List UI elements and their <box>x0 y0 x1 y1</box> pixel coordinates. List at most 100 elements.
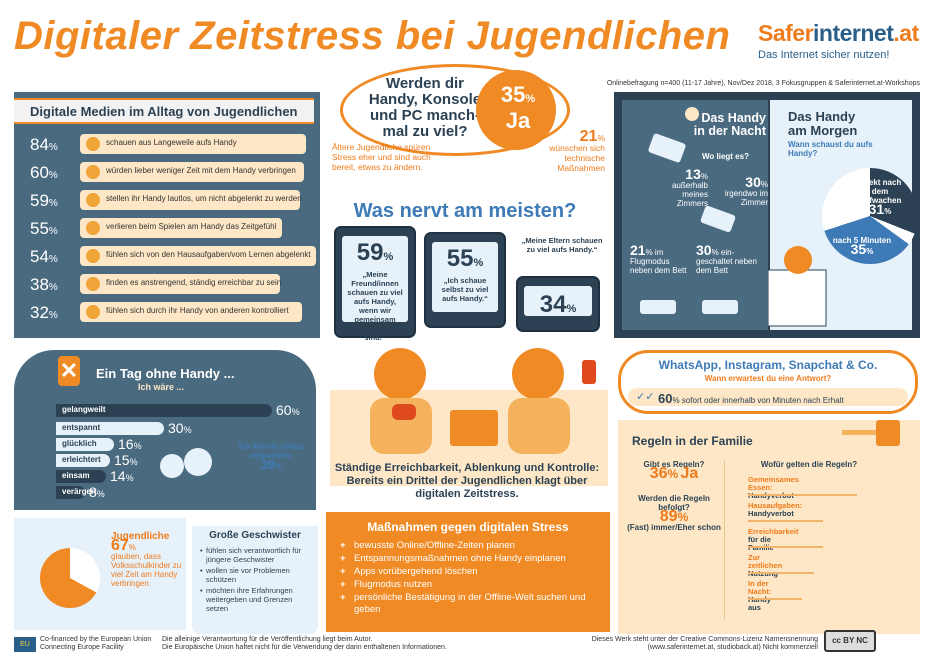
night-value: 13% außerhalb meines Zimmers <box>671 166 708 208</box>
phone-card: 59% „Meine Freund/innen schauen zu viel a… <box>334 226 416 342</box>
footer <box>0 634 930 657</box>
phone-icon <box>648 133 686 163</box>
siblings-panel: Große Geschwister fühlen sich verantwort… <box>192 526 318 634</box>
day-without-sub: Ich wäre ... <box>138 382 185 392</box>
rules-q1: Gibt es Regeln? 36% Ja <box>643 460 705 482</box>
measures-panel: Maßnahmen gegen digitalen Stress bewusst… <box>326 512 610 632</box>
measures-list: bewusste Online/Offline-Zeiten planen En… <box>340 540 610 617</box>
list-item: wollen sie vor Problemen schützen <box>200 566 316 584</box>
game-controller-icon <box>392 404 416 420</box>
cc-license-badge[interactable]: cc BY NC <box>824 630 876 652</box>
night-heading: Das Handy in der Nacht <box>693 111 766 138</box>
no-phone-icon: ✕ <box>58 356 80 386</box>
media-row: 59% stellen ihr Handy lautlos, um nicht a… <box>30 190 302 210</box>
rule-item: Zur zeitlichenNutzung <box>748 553 783 578</box>
sad-face-icon <box>184 448 212 476</box>
media-row: 60% würden lieber weniger Zeit mit dem Ha… <box>30 162 320 182</box>
question-text: Werden dir Handy, Konsole und PC manch-m… <box>368 75 482 140</box>
logo-brand: Saferinternet.at <box>758 20 919 46</box>
night-value: 30% irgendwo im Zimmer <box>724 174 768 207</box>
night-section <box>622 100 768 330</box>
messaging-heading: WhatsApp, Instagram, Snapchat & Co. <box>658 358 878 372</box>
phone-card: 55% „Ich schaue selbst zu viel aufs Handy… <box>424 232 506 328</box>
page-title: Digitaler Zeitstress bei Jugendlichen <box>14 14 731 58</box>
morning-value: nach 5 Minuten 35% <box>832 236 892 257</box>
phone-icon <box>582 360 596 384</box>
smiley-icon <box>86 165 100 179</box>
girl-head <box>374 348 426 400</box>
morning-pie <box>822 168 918 264</box>
lock-icon <box>876 420 900 446</box>
lock-key-illustration <box>842 420 900 446</box>
young-pie <box>40 548 100 608</box>
boy-head <box>512 348 564 400</box>
night-illustration <box>640 107 738 314</box>
messaging-question: Wann erwartest du eine Antwort? <box>704 374 832 383</box>
day-without-heading: Ein Tag ohne Handy ... <box>96 366 235 381</box>
phone-icon <box>700 205 736 233</box>
day-bar-label: glücklich <box>62 439 97 448</box>
eu-flag-icon: EU <box>14 637 36 652</box>
smiley-icon <box>86 137 100 151</box>
day-bar-value: 16% <box>118 436 142 452</box>
smiley-icon <box>86 193 100 207</box>
media-row: 54% fühlen sich von den Hausaufgaben/vom … <box>30 246 320 266</box>
day-bar-value: 60% <box>276 402 300 418</box>
night-question: Wo liegt es? <box>702 152 749 161</box>
responsibility-note: Die alleinige Verantwortung für die Verö… <box>162 636 447 651</box>
faces-illustration <box>160 448 212 478</box>
smiley-icon <box>86 221 100 235</box>
list-item: möchten ihre Erfahrungen weitergeben und… <box>200 586 316 613</box>
day-bar-value: 30% <box>168 420 192 436</box>
license-note: Dieses Werk steht unter der Creative Com… <box>591 636 818 651</box>
miss-note: Ich könnte etwas verpassen: 39% <box>238 442 304 472</box>
day-bar-value: 15% <box>114 452 138 468</box>
phone-icon <box>702 300 738 314</box>
double-check-icon: ✓✓ <box>636 391 655 403</box>
older-note: Ältere Jugendliche spüren Stress eher un… <box>332 142 431 172</box>
saferinternet-logo[interactable]: Saferinternet.at Das Internet sicher nut… <box>758 20 919 61</box>
rule-item: Hausaufgaben: Handyverbot <box>748 501 803 518</box>
media-row: 32% fühlen sich durch ihr Handy von ander… <box>30 302 320 322</box>
happy-face-icon <box>160 454 184 478</box>
yes-value: 35% Ja <box>500 82 536 133</box>
rule-item: Gemeinsames Essen:Handyverbot <box>748 475 799 500</box>
divider <box>724 460 725 620</box>
list-item: bewusste Online/Offline-Zeiten planen <box>340 540 610 552</box>
messaging-answer: ✓✓ 60% sofort oder innerhalb von Minuten … <box>628 388 908 406</box>
morning-question: Wann schaust du aufs Handy? <box>788 140 873 158</box>
day-bar <box>56 454 110 467</box>
airplane-phone-icon <box>640 300 676 314</box>
young-note: Jugendliche 67% glauben, dass Volksschulki… <box>111 531 182 589</box>
media-row-text: schauen aus Langeweile aufs Handy <box>80 134 306 154</box>
list-item: fühlen sich verantwortlich für jüngere G… <box>200 546 316 564</box>
bed-illustration <box>768 246 827 327</box>
key-icon <box>842 430 876 435</box>
siblings-heading: Große Geschwister <box>209 530 301 541</box>
media-row: 38% finden es anstrengend, ständig erreic… <box>30 274 282 294</box>
teens-illustration <box>330 348 608 486</box>
rules-heading: Regeln in der Familie <box>632 434 753 448</box>
morning-value: direkt nach dem Aufwachen 31% <box>858 178 902 217</box>
day-bar-value: 8% <box>89 484 105 500</box>
rules-q3: Wofür gelten die Regeln? <box>760 460 858 469</box>
media-heading-bar <box>14 98 314 124</box>
rules-q2: Werden die Regeln befolgt? 89% (Fast) imme… <box>627 494 721 532</box>
day-bar <box>56 486 85 499</box>
media-row-text: stellen ihr Handy lautlos, um nicht abge… <box>80 190 302 210</box>
day-bar <box>56 404 272 417</box>
annoying-heading: Was nervt am meisten? <box>353 200 577 222</box>
media-row: 84% schauen aus Langeweile aufs Handy <box>30 134 320 154</box>
morning-heading: Das Handy am Morgen <box>788 109 858 138</box>
media-row-text: würden lieber weniger Zeit mit dem Handy… <box>80 162 304 182</box>
sad-face-icon <box>86 277 100 291</box>
media-row-text: finden es anstrengend, ständig erreichba… <box>80 274 281 294</box>
rule-bar <box>748 520 823 522</box>
yes-pie <box>476 70 556 150</box>
list-item: Apps vorübergehend löschen <box>340 566 610 578</box>
media-row-text: fühlen sich von den Hausaufgaben/vom Ler… <box>80 246 316 266</box>
day-bar-label: entspannt <box>62 423 101 432</box>
media-heading: Digitale Medien im Alltag von Jugendlich… <box>30 104 298 119</box>
sad-face-icon <box>86 249 100 263</box>
